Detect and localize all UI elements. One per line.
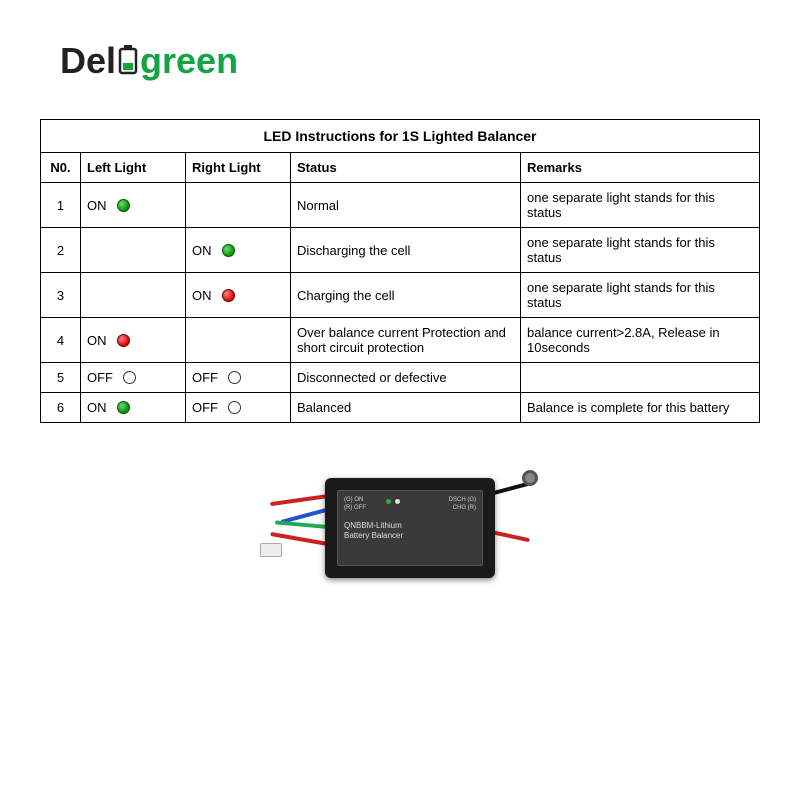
cell-right-light: ON: [186, 273, 291, 318]
table-row: 3 ON Charging the cellone separate light s…: [41, 273, 760, 318]
cell-right-light: [186, 183, 291, 228]
off-led-icon: [228, 401, 241, 414]
light-state-label: ON: [87, 333, 107, 348]
cell-left-light: ON: [81, 393, 186, 423]
table-title: LED Instructions for 1S Lighted Balancer: [41, 120, 760, 153]
cell-remarks: one separate light stands for this statu…: [521, 183, 760, 228]
cell-left-light: [81, 273, 186, 318]
header-left: Left Light: [81, 153, 186, 183]
cell-right-light: OFF: [186, 393, 291, 423]
logo-part2: green: [140, 40, 238, 81]
table-row: 4 ON Over balance current Protection and s…: [41, 318, 760, 363]
green-led-icon: [222, 244, 235, 257]
light-state-label: ON: [87, 198, 107, 213]
device-illustration: (G) ON (R) OFF DSCH (G) CHG (R) QNBBM-Li…: [40, 448, 760, 608]
header-no: N0.: [41, 153, 81, 183]
cell-no: 4: [41, 318, 81, 363]
cell-right-light: OFF: [186, 363, 291, 393]
header-right: Right Light: [186, 153, 291, 183]
battery-icon: [118, 42, 138, 84]
table-row: 1 ON Normalone separate light stands for t…: [41, 183, 760, 228]
green-led-icon: [117, 401, 130, 414]
cell-status: Discharging the cell: [291, 228, 521, 273]
cell-remarks: balance current>2.8A, Release in 10secon…: [521, 318, 760, 363]
light-state-label: ON: [192, 288, 212, 303]
ring-terminal: [522, 470, 538, 486]
light-state-label: ON: [87, 400, 107, 415]
device-main-text: QNBBM-Lithium Battery Balancer: [344, 521, 476, 542]
cell-remarks: [521, 363, 760, 393]
cell-remarks: one separate light stands for this statu…: [521, 228, 760, 273]
device-top-right: DSCH (G) CHG (R): [449, 497, 476, 513]
cell-no: 3: [41, 273, 81, 318]
table-row: 5 OFF OFF Disconnected or defective: [41, 363, 760, 393]
header-status: Status: [291, 153, 521, 183]
led-instructions-table: LED Instructions for 1S Lighted Balancer…: [40, 119, 760, 423]
cell-left-light: OFF: [81, 363, 186, 393]
header-remarks: Remarks: [521, 153, 760, 183]
red-led-icon: [117, 334, 130, 347]
cell-left-light: ON: [81, 318, 186, 363]
cell-status: Balanced: [291, 393, 521, 423]
light-state-label: OFF: [192, 370, 218, 385]
light-state-label: OFF: [87, 370, 113, 385]
table-row: 6 ON OFF BalancedBalance is complete for th…: [41, 393, 760, 423]
cell-left-light: [81, 228, 186, 273]
cell-no: 6: [41, 393, 81, 423]
device-top-left: (G) ON (R) OFF: [344, 497, 366, 513]
device-leds: [386, 499, 400, 504]
logo-part1: Del: [60, 40, 116, 81]
cell-status: Normal: [291, 183, 521, 228]
green-led-icon: [117, 199, 130, 212]
cell-right-light: [186, 318, 291, 363]
cell-status: Over balance current Protection and shor…: [291, 318, 521, 363]
red-led-icon: [222, 289, 235, 302]
connector: [260, 543, 282, 557]
cell-remarks: Balance is complete for this battery: [521, 393, 760, 423]
cell-remarks: one separate light stands for this statu…: [521, 273, 760, 318]
table-row: 2 ON Discharging the cellone separate ligh…: [41, 228, 760, 273]
off-led-icon: [228, 371, 241, 384]
cell-status: Disconnected or defective: [291, 363, 521, 393]
device-body: (G) ON (R) OFF DSCH (G) CHG (R) QNBBM-Li…: [325, 478, 495, 578]
cell-no: 2: [41, 228, 81, 273]
cell-no: 5: [41, 363, 81, 393]
off-led-icon: [123, 371, 136, 384]
light-state-label: ON: [192, 243, 212, 258]
wire-red: [270, 494, 330, 506]
cell-status: Charging the cell: [291, 273, 521, 318]
cell-no: 1: [41, 183, 81, 228]
light-state-label: OFF: [192, 400, 218, 415]
cell-left-light: ON: [81, 183, 186, 228]
device-label: (G) ON (R) OFF DSCH (G) CHG (R) QNBBM-Li…: [337, 490, 483, 566]
cell-right-light: ON: [186, 228, 291, 273]
brand-logo: Del green: [60, 40, 760, 84]
